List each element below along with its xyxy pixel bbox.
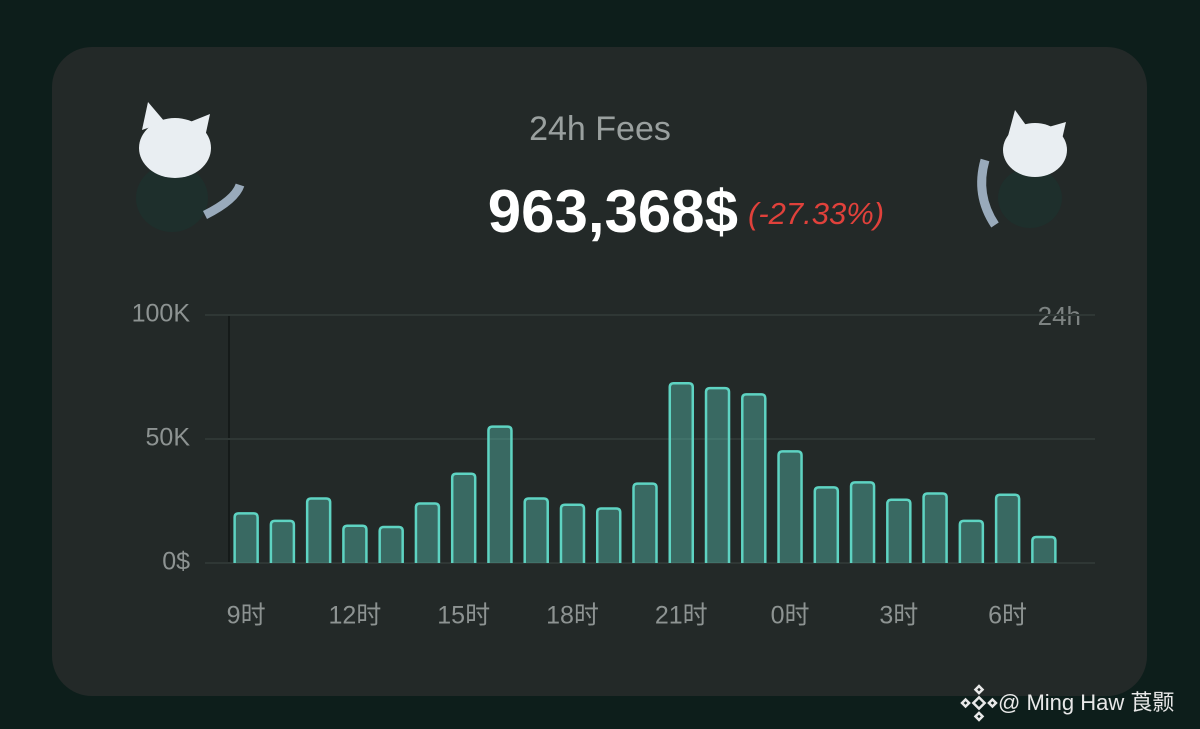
bar [1031, 535, 1057, 563]
bar [559, 503, 586, 563]
bar [849, 481, 876, 563]
change-percent: (-27.33%) [748, 196, 884, 231]
bar [922, 492, 948, 563]
x-tick-label: 0时 [771, 602, 810, 630]
x-tick-label: 18时 [546, 602, 599, 630]
x-tick-label: 12时 [329, 602, 382, 630]
bar [487, 425, 513, 563]
bar [668, 381, 695, 563]
y-tick-label: 0$ [162, 548, 190, 576]
bar [378, 525, 404, 563]
mascot-right [977, 110, 1067, 228]
bar [414, 502, 441, 563]
y-tick-label: 50K [146, 424, 191, 452]
card-title: 24h Fees [529, 110, 671, 148]
bar [632, 482, 658, 563]
bar [342, 524, 368, 563]
bar [741, 393, 767, 563]
x-tick-label: 15时 [437, 602, 490, 630]
x-tick-label: 3时 [879, 602, 918, 630]
bar [994, 493, 1021, 563]
bar [233, 512, 259, 563]
bar [813, 486, 840, 563]
bar [777, 450, 803, 563]
x-tick-label: 9时 [227, 602, 266, 630]
mascot-left [136, 102, 245, 232]
bar [305, 497, 332, 563]
watermark: @ Ming Haw 莨颢 [960, 684, 1174, 722]
bar [523, 497, 549, 563]
bar [269, 519, 296, 563]
bar [595, 507, 622, 563]
watermark-text: @ Ming Haw 莨颢 [998, 690, 1174, 715]
x-tick-label: 6时 [988, 602, 1027, 630]
bar [704, 386, 731, 563]
y-tick-label: 100K [132, 300, 191, 328]
x-tick-label: 21时 [655, 602, 708, 630]
total-value: 963,368$ [488, 178, 738, 245]
bar [958, 519, 985, 563]
bar [450, 472, 477, 563]
bar [886, 498, 912, 563]
